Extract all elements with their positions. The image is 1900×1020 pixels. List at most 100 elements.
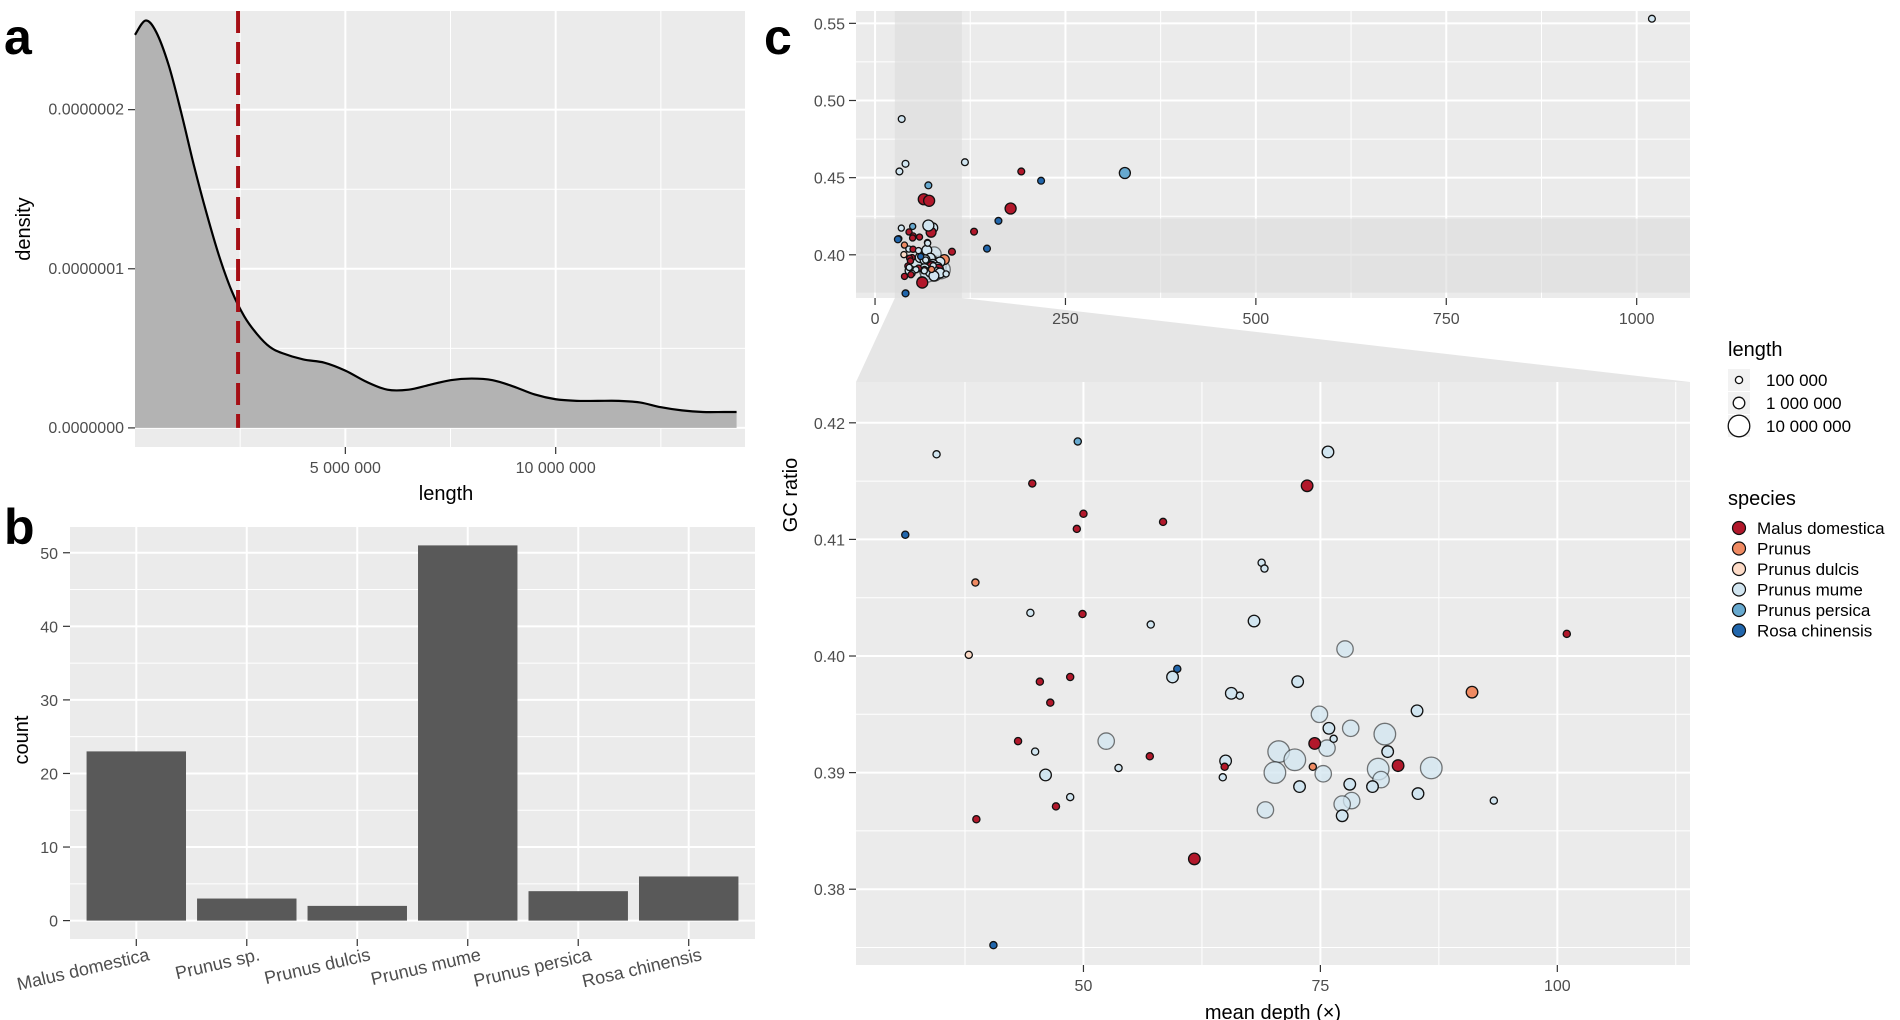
overview-point (908, 234, 917, 242)
legend-length-swatch (1734, 375, 1744, 385)
legend-length-items: 100 000 1 000 000 10 000 000 (1727, 369, 1851, 438)
overview-point (923, 239, 932, 247)
overview-x-tick-label: 250 (1052, 311, 1079, 328)
zoom-y-tick-label: 0.40 (814, 649, 845, 666)
overview-point (947, 247, 957, 256)
density-x-tick-label: 10 000 000 (516, 460, 596, 477)
legend-species-swatch (1731, 582, 1747, 597)
overview-y-tick-label: 0.40 (814, 248, 845, 265)
zoom-point (1218, 773, 1228, 782)
zoom-point (964, 650, 974, 660)
zoom-point (1373, 722, 1397, 746)
overview-point (897, 114, 906, 124)
zoom-scatter-points (901, 437, 1572, 950)
zoom-point (1028, 479, 1037, 488)
overview-x-tick-label: 750 (1433, 311, 1460, 328)
legend-length-swatch (1727, 414, 1751, 438)
zoom-point (989, 940, 998, 950)
bar-x-tick-label: Prunus mume (369, 944, 483, 989)
zoom-x-tick-label: 50 (1075, 978, 1093, 995)
zoom-point (1114, 763, 1123, 773)
overview-point (1647, 14, 1656, 23)
overview-point (900, 241, 909, 249)
overview-y-tick-label: 0.45 (814, 171, 845, 188)
zoom-point (1410, 704, 1424, 718)
overview-point (900, 272, 909, 281)
zoom-connector (856, 298, 1690, 382)
zoom-point (1263, 761, 1287, 785)
bar (418, 545, 518, 921)
zoom-point (1039, 768, 1052, 782)
bar-x-tick-label: Prunus sp. (173, 944, 261, 983)
legend-species-label: Prunus (1757, 540, 1811, 559)
zoom-point (1235, 691, 1245, 700)
zoom-point (1314, 764, 1333, 783)
overview-point (908, 222, 917, 231)
legend-length-label: 1 000 000 (1766, 394, 1842, 413)
bar-x-tick-label: Prunus persica (472, 944, 594, 991)
zoom-point (1341, 719, 1360, 738)
overview-point (922, 219, 935, 232)
zoom-point (1224, 686, 1238, 700)
density-plot-axes: 5 000 000 10 000 000 0.0000000 0.0000001 0.0… (48, 102, 595, 477)
zoom-point (1391, 759, 1405, 773)
overview-point (914, 246, 923, 255)
legend-length-swatch (1732, 396, 1746, 410)
overview-point (895, 167, 904, 176)
zoom-point (1097, 732, 1116, 750)
density-y-tick-label: 0.0000001 (48, 261, 124, 278)
bar-y-tick-label: 20 (40, 766, 58, 783)
overview-point (916, 252, 925, 261)
legend-species-label: Prunus dulcis (1757, 560, 1859, 579)
zoom-point (1051, 802, 1061, 811)
zoom-point (1220, 762, 1229, 772)
overview-point (1004, 202, 1017, 215)
zoom-scatter-background (856, 382, 1690, 965)
bar-y-axis-title: count (11, 715, 33, 764)
legend-species-swatch (1731, 602, 1747, 618)
legend-species-swatch (1731, 520, 1747, 536)
legend-species-swatch (1731, 561, 1747, 577)
bar (528, 891, 628, 921)
bar-y-tick-label: 0 (49, 914, 58, 931)
overview-point (982, 244, 992, 253)
zoom-point (1322, 721, 1336, 735)
zoom-point (1158, 517, 1168, 527)
zoom-point (1079, 509, 1088, 519)
zoom-point (1411, 787, 1425, 801)
legend: length 100 000 1 000 000 10 000 000 specie… (1727, 339, 1885, 641)
zoom-point (1489, 796, 1499, 805)
panel-label-c: c (764, 9, 792, 65)
overview-point (1037, 176, 1046, 185)
bar-y-tick-label: 10 (40, 840, 58, 857)
zoom-point (1256, 801, 1275, 819)
zoom-point (1078, 609, 1087, 619)
overview-point (901, 289, 910, 298)
bar-x-tick-label: Malus domestica (15, 944, 152, 994)
zoom-point (1366, 780, 1379, 794)
legend-length-label: 10 000 000 (1766, 417, 1851, 436)
bar-y-tick-label: 30 (40, 693, 58, 710)
legend-species-label: Prunus mume (1757, 581, 1863, 600)
legend-species-label: Malus domestica (1757, 519, 1885, 538)
overview-point (897, 224, 906, 232)
bar-y-tick-label: 50 (40, 546, 58, 563)
overview-point (924, 181, 933, 190)
zoom-point (1308, 737, 1322, 750)
zoom-point (1465, 685, 1479, 699)
zoom-band-horizontal (856, 218, 1690, 293)
density-plot: 5 000 000 10 000 000 0.0000000 0.0000001 0.0… (13, 11, 745, 505)
overview-point (901, 159, 910, 168)
density-x-tick-label: 5 000 000 (310, 460, 381, 477)
zoom-point (1187, 852, 1201, 866)
overview-point (942, 270, 950, 278)
zoom-y-tick-label: 0.39 (814, 766, 845, 783)
overview-x-tick-label: 500 (1243, 311, 1270, 328)
zoom-point (1381, 745, 1395, 759)
zoom-y-tick-label: 0.41 (814, 532, 845, 549)
zoom-point (1046, 698, 1055, 707)
zoom-point (1310, 705, 1329, 724)
zoom-point (1072, 524, 1082, 534)
